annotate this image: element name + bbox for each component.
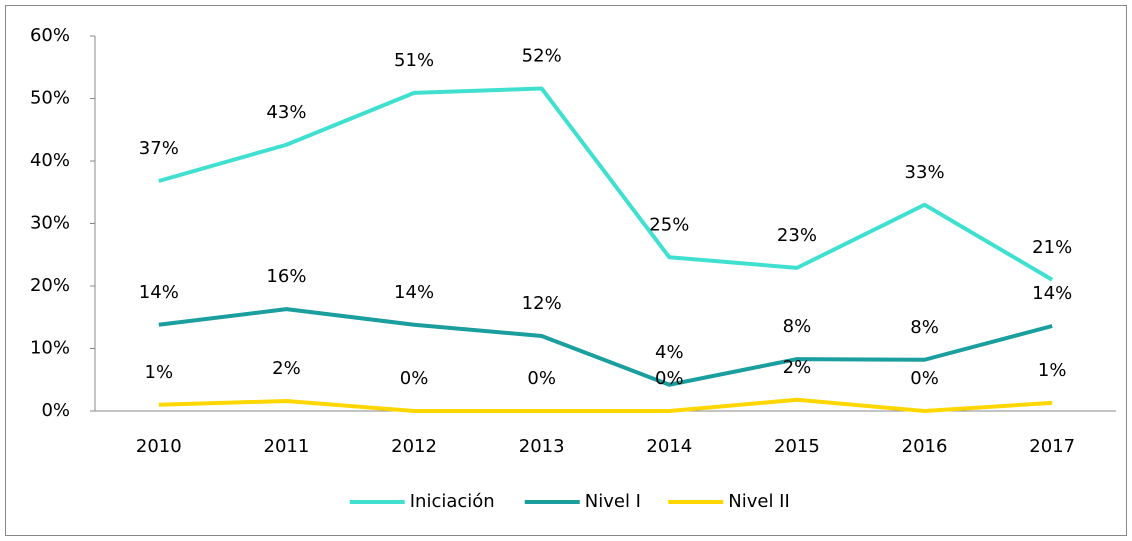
data-label: 2% <box>783 357 812 378</box>
x-tick-label: 2011 <box>264 436 310 457</box>
data-label: 23% <box>777 225 817 246</box>
y-tick-label: 40% <box>30 150 70 171</box>
data-label: 25% <box>649 214 689 235</box>
data-label: 0% <box>910 368 939 389</box>
data-label: 0% <box>400 368 429 389</box>
x-tick-label: 2013 <box>519 436 565 457</box>
series-line <box>158 397 1053 413</box>
y-tick-label: 10% <box>30 338 70 359</box>
data-label: 52% <box>522 46 562 67</box>
x-tick-label: 2016 <box>902 436 948 457</box>
data-label: 51% <box>394 50 434 71</box>
x-tick-label: 2012 <box>391 436 437 457</box>
chart-border <box>5 5 1127 536</box>
data-label: 1% <box>1038 360 1067 381</box>
data-label: 8% <box>910 317 939 338</box>
y-tick-label: 50% <box>30 88 70 109</box>
data-label: 21% <box>1032 237 1072 258</box>
data-label: 16% <box>266 266 306 287</box>
data-label: 4% <box>655 342 684 363</box>
x-tick-label: 2015 <box>774 436 820 457</box>
data-label: 14% <box>394 282 434 303</box>
legend-label: Nivel II <box>728 491 790 512</box>
data-label: 12% <box>522 293 562 314</box>
x-tick-label: 2014 <box>646 436 692 457</box>
series-line <box>158 86 1054 282</box>
x-tick-label: 2010 <box>136 436 182 457</box>
data-label: 14% <box>139 282 179 303</box>
series-line <box>158 307 1053 387</box>
data-label: 37% <box>139 138 179 159</box>
data-label: 2% <box>272 358 301 379</box>
data-label: 43% <box>266 102 306 123</box>
data-label: 8% <box>783 316 812 337</box>
x-tick-label: 2017 <box>1029 436 1075 457</box>
y-tick-label: 60% <box>30 25 70 46</box>
legend-label: Iniciación <box>410 491 495 512</box>
data-label: 33% <box>905 162 945 183</box>
data-label: 14% <box>1032 283 1072 304</box>
data-label: 1% <box>145 362 174 383</box>
y-tick-label: 20% <box>30 275 70 296</box>
legend-label: Nivel I <box>585 491 641 512</box>
y-tick-label: 30% <box>30 213 70 234</box>
y-tick-label: 0% <box>41 400 70 421</box>
data-label: 0% <box>527 368 556 389</box>
data-label: 0% <box>655 368 684 389</box>
